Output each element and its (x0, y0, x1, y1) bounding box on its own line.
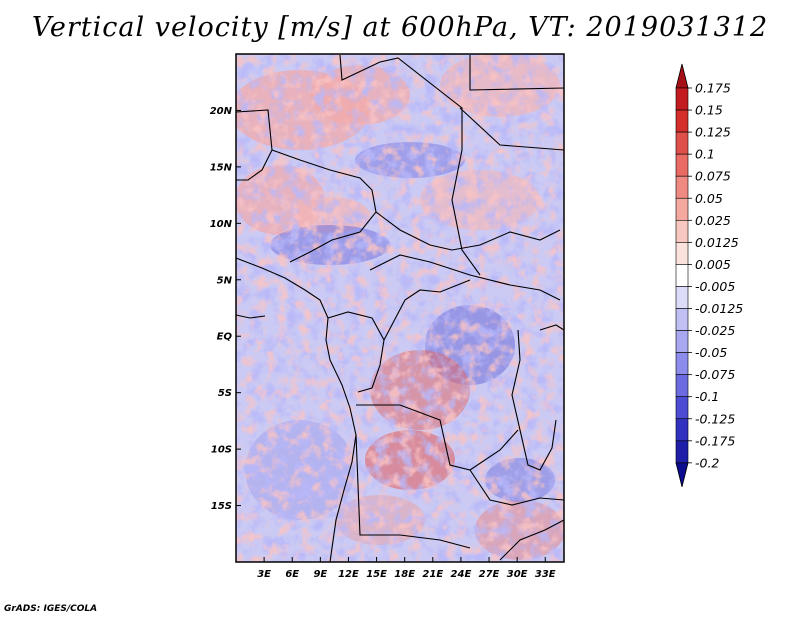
colorbar-label: 0.15 (695, 103, 723, 118)
colorbar-label: 0.175 (695, 81, 731, 96)
colorbar-swatch (675, 87, 689, 111)
colorbar-label: 0.1 (695, 147, 715, 162)
lon-tick-label: 33E (535, 569, 556, 580)
map-frame (235, 53, 565, 563)
colorbar-label: -0.075 (695, 367, 735, 382)
lon-tick-label: 9E (313, 569, 327, 580)
colorbar-swatch (675, 374, 689, 397)
lat-tick-label: 5S (218, 388, 232, 399)
colorbar-label: -0.025 (695, 323, 735, 338)
latitude-axis: 20N 15N 10N 5N EQ 5S 10S 15S (210, 106, 241, 512)
colorbar-swatch (675, 418, 689, 442)
colorbar-label: 0.005 (695, 257, 731, 272)
colorbar-swatch (675, 109, 689, 133)
lat-tick-label: 20N (210, 106, 233, 117)
grads-credit: GrADS: IGES/COLA (4, 604, 98, 614)
colorbar-swatch (675, 242, 689, 265)
colorbar-swatch (675, 264, 689, 287)
colorbar-label: -0.05 (695, 345, 727, 360)
lon-tick-label: 18E (394, 569, 415, 580)
colorbar-swatch (675, 440, 689, 464)
colorbar-swatch (675, 175, 689, 199)
lat-tick-label: 5N (217, 275, 233, 286)
longitude-axis: 3E 6E 9E 12E 15E 18E 21E 24E 27E 30E 33E (257, 557, 556, 580)
lat-tick-label: 10S (211, 445, 232, 456)
colorbar-label: -0.175 (695, 433, 735, 448)
colorbar-label: -0.2 (695, 455, 719, 470)
lat-tick-label: 10N (210, 219, 233, 230)
colorbar-label: -0.125 (695, 411, 735, 426)
colorbar-label: 0.025 (695, 213, 731, 228)
colorbar-swatch (675, 352, 689, 375)
colorbar-swatch (675, 197, 689, 221)
lon-tick-label: 12E (338, 569, 359, 580)
colorbar-label: -0.005 (695, 279, 735, 294)
lon-tick-label: 3E (257, 569, 271, 580)
colorbar-label: -0.1 (695, 389, 719, 404)
lat-tick-label: 15N (210, 162, 233, 173)
colorbar-swatch (675, 396, 689, 420)
colorbar-label: 0.075 (695, 169, 731, 184)
colorbar-arrow-top (675, 63, 689, 89)
colorbar-label: -0.0125 (695, 301, 743, 316)
map-title: Vertical velocity [m/s] at 600hPa, VT: 2… (31, 12, 769, 43)
colorbar-swatch (675, 330, 689, 353)
lat-tick-label: EQ (217, 332, 233, 343)
colorbar-swatch (675, 308, 689, 331)
colorbar-label: 0.125 (695, 125, 731, 140)
colorbar-label: 0.0125 (695, 235, 739, 250)
lon-tick-label: 27E (479, 569, 500, 580)
colorbar: 0.175 0.15 0.125 0.1 0.075 0.05 0.025 0.0125 0.0… (675, 63, 743, 487)
colorbar-arrow-bottom (675, 462, 689, 487)
vertical-velocity-field (236, 54, 564, 562)
colorbar-label: 0.05 (695, 191, 723, 206)
lon-tick-label: 21E (422, 569, 443, 580)
colorbar-swatch (675, 131, 689, 155)
lon-tick-label: 24E (451, 569, 472, 580)
lon-tick-label: 15E (366, 569, 387, 580)
colorbar-swatch (675, 153, 689, 177)
lon-tick-label: 6E (285, 569, 299, 580)
lat-tick-label: 15S (211, 501, 232, 512)
colorbar-swatch (675, 220, 689, 243)
colorbar-swatch (675, 286, 689, 309)
lon-tick-label: 30E (507, 569, 528, 580)
